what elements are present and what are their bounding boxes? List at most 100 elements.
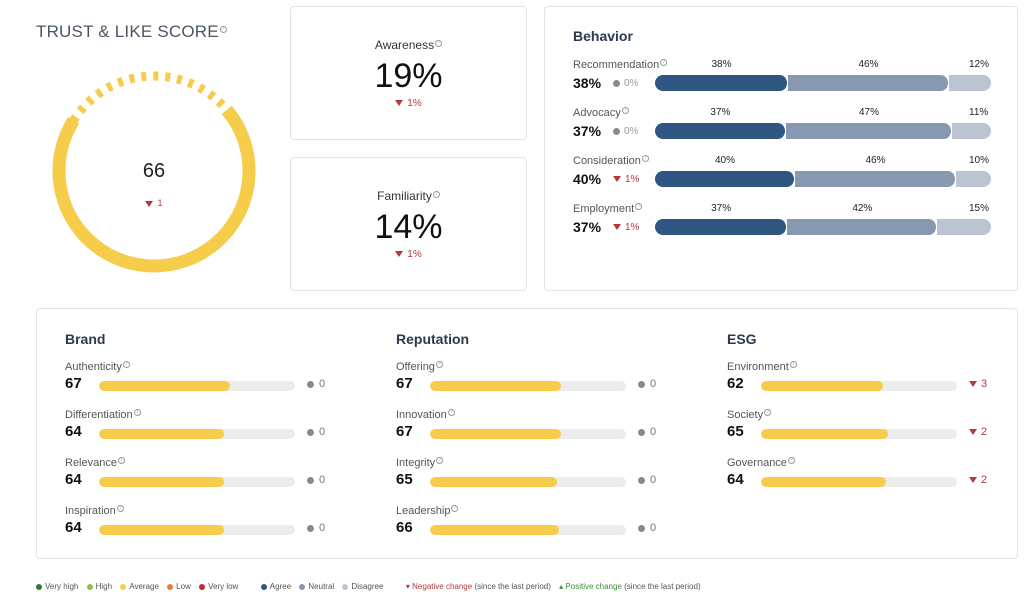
neutral-pct-label: 46% <box>865 155 886 166</box>
agree-segment <box>655 123 786 139</box>
esg-row: Governance? 64 2 <box>727 457 999 497</box>
dimension-bar-track <box>430 477 626 487</box>
legend-very-high: Very high <box>36 582 78 591</box>
dimension-bar-track <box>99 525 295 535</box>
dimension-bar-track <box>430 525 626 535</box>
no-change-icon <box>613 79 620 87</box>
dimension-bar-fill <box>761 429 889 439</box>
info-icon[interactable]: ? <box>133 409 141 417</box>
info-icon[interactable]: ? <box>635 203 643 211</box>
agree-pct-label: 37% <box>710 107 731 118</box>
info-icon[interactable]: ? <box>447 409 455 417</box>
dimension-change: 3 <box>969 378 987 390</box>
neutral-segment <box>785 123 953 139</box>
dimension-change: 0 <box>638 378 656 390</box>
negative-change-icon <box>969 381 977 388</box>
awareness-delta: 1% <box>291 98 526 109</box>
dimension-bar-fill <box>99 525 225 535</box>
familiarity-label: Familiarity? <box>291 189 526 203</box>
info-icon[interactable]: ? <box>451 505 459 513</box>
info-icon[interactable]: ? <box>435 40 443 47</box>
dimension-label: Differentiation? <box>65 409 141 421</box>
dimension-value: 65 <box>727 423 744 440</box>
info-icon[interactable]: ? <box>764 409 772 417</box>
negative-change-icon <box>969 477 977 484</box>
dimension-value: 64 <box>65 519 82 536</box>
disagree-pct-label: 11% <box>969 107 989 118</box>
behavior-label: Advocacy? <box>573 107 629 119</box>
legend-low: Low <box>167 582 191 591</box>
dimension-bar-fill <box>761 381 883 391</box>
info-icon[interactable]: ? <box>435 361 443 369</box>
esg-title: ESG <box>727 331 757 347</box>
awareness-card: Awareness? 19% 1% <box>290 6 527 140</box>
dimension-bar-fill <box>430 429 562 439</box>
neutral-segment <box>787 219 938 235</box>
info-icon[interactable]: ? <box>660 59 668 67</box>
info-icon[interactable]: ? <box>432 191 440 198</box>
dimension-label: Governance? <box>727 457 795 469</box>
info-icon[interactable]: ? <box>789 361 797 369</box>
behavior-label: Consideration? <box>573 155 649 167</box>
legend: Very high High Average Low Very low Agre… <box>36 582 707 591</box>
familiarity-card: Familiarity? 14% 1% <box>290 157 527 291</box>
dimension-change: 0 <box>638 474 656 486</box>
info-icon[interactable]: ? <box>116 505 124 513</box>
info-icon[interactable]: ? <box>122 361 130 369</box>
familiarity-value: 14% <box>374 208 443 246</box>
brand-row: Inspiration? 64 0 <box>65 505 337 545</box>
no-change-icon <box>638 524 645 532</box>
reputation-row: Integrity? 65 0 <box>396 457 668 497</box>
agree-segment <box>655 171 795 187</box>
brand-row: Authenticity? 67 0 <box>65 361 337 401</box>
dimension-bar-fill <box>99 477 225 487</box>
behavior-value: 37% <box>573 123 602 139</box>
legend-negative-change: ▾ Negative change (since the last period… <box>405 582 551 591</box>
awareness-label: Awareness? <box>291 38 526 52</box>
dimension-bar-track <box>99 381 295 391</box>
behavior-label: Recommendation? <box>573 59 668 71</box>
no-change-icon <box>307 476 314 484</box>
disagree-segment <box>956 171 991 187</box>
dimension-change: 0 <box>638 522 656 534</box>
info-icon[interactable]: ? <box>641 155 649 163</box>
behavior-card: Behavior Recommendation? 38% 0% 38% 46% 12% Ad… <box>544 6 1018 291</box>
behavior-change: 0% <box>613 78 638 89</box>
behavior-value: 38% <box>573 75 602 91</box>
info-icon[interactable]: ? <box>117 457 125 465</box>
no-change-icon <box>307 380 314 388</box>
trust-score-delta: 1 <box>104 198 204 208</box>
info-icon[interactable]: ? <box>787 457 795 465</box>
ring-dashed-arc <box>54 71 254 271</box>
reputation-title: Reputation <box>396 331 470 347</box>
dimension-change: 0 <box>307 426 325 438</box>
behavior-value: 37% <box>573 219 602 235</box>
dimension-bar-track <box>430 429 626 439</box>
dimension-label: Society? <box>727 409 772 421</box>
agree-segment <box>655 219 788 235</box>
info-icon[interactable]: ? <box>621 107 629 115</box>
dimension-value: 67 <box>65 375 82 392</box>
info-icon[interactable]: ? <box>219 26 227 34</box>
brand-row: Differentiation? 64 0 <box>65 409 337 449</box>
dimension-change: 0 <box>307 474 325 486</box>
reputation-row: Leadership? 66 0 <box>396 505 668 545</box>
familiarity-delta: 1% <box>291 249 526 260</box>
behavior-stacked-bar <box>655 123 991 139</box>
dimension-change: 0 <box>638 426 656 438</box>
dimension-change: 0 <box>307 522 325 534</box>
disagree-segment <box>952 123 991 139</box>
negative-change-icon <box>395 251 404 258</box>
agree-pct-label: 38% <box>711 59 732 70</box>
info-icon[interactable]: ? <box>436 457 444 465</box>
negative-change-icon <box>969 429 977 436</box>
awareness-value: 19% <box>374 57 443 95</box>
esg-row: Environment? 62 3 <box>727 361 999 401</box>
trust-like-title: TRUST & LIKE SCORE? <box>36 22 227 42</box>
dimension-value: 64 <box>727 471 744 488</box>
negative-change-icon <box>613 176 621 183</box>
negative-change-icon <box>395 100 404 107</box>
esg-row: Society? 65 2 <box>727 409 999 449</box>
behavior-change: 1% <box>613 222 639 233</box>
behavior-change: 0% <box>613 126 638 137</box>
